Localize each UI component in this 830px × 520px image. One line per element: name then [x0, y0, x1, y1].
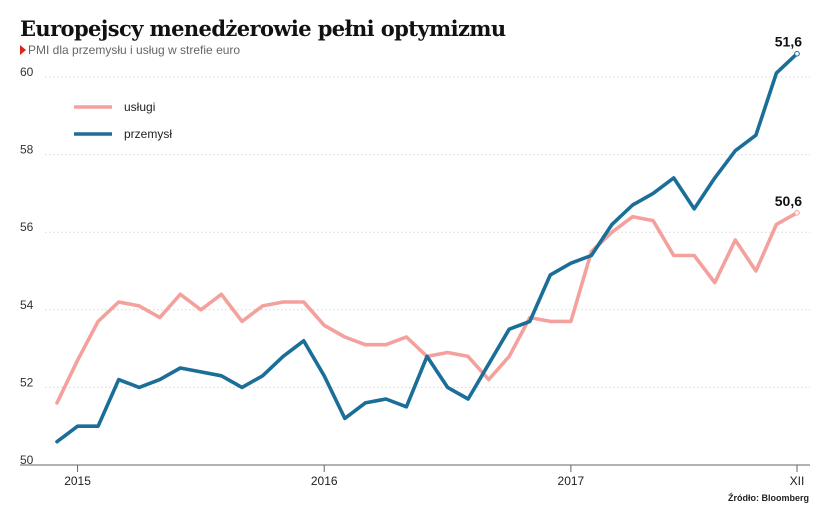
series-endpoint-1	[794, 50, 800, 57]
y-tick-label: 52	[20, 375, 34, 389]
gridlines	[20, 76, 810, 466]
series-lines	[55, 50, 800, 444]
legend-label-0: usługi	[124, 100, 155, 114]
x-axis-ticks: 2015 2016 2017 XII	[64, 465, 804, 488]
y-tick-label: 54	[20, 298, 34, 312]
y-tick-label: 58	[20, 143, 34, 157]
y-axis-ticks: 50 52 54 56 58 60	[20, 65, 34, 467]
end-value-label-0: 50,6	[775, 193, 802, 209]
x-tick-label: XII	[790, 474, 805, 488]
end-labels: 50,6 51,6	[775, 34, 802, 209]
subtitle-text: PMI dla przemysłu i usług w strefie euro	[28, 43, 241, 57]
chart-title: Europejscy menedżerowie pełni optymizmu	[20, 16, 506, 41]
y-tick-label: 60	[20, 65, 34, 79]
x-tick-label: 2016	[311, 474, 338, 488]
y-tick-label: 56	[20, 220, 34, 234]
series-endpoint-0	[794, 210, 800, 216]
legend: usługi przemysł	[74, 100, 172, 141]
end-value-label-1: 51,6	[775, 34, 802, 50]
x-tick-label: 2015	[64, 474, 91, 488]
legend-label-1: przemysł	[124, 127, 172, 141]
y-tick-label: 50	[20, 453, 34, 467]
triangle-marker-icon	[20, 45, 26, 55]
chart-subtitle: PMI dla przemysłu i usług w strefie euro	[20, 43, 240, 57]
series-line-1	[55, 51, 799, 444]
source-note: Źródło: Bloomberg	[728, 493, 809, 503]
x-tick-label: 2017	[558, 474, 585, 488]
